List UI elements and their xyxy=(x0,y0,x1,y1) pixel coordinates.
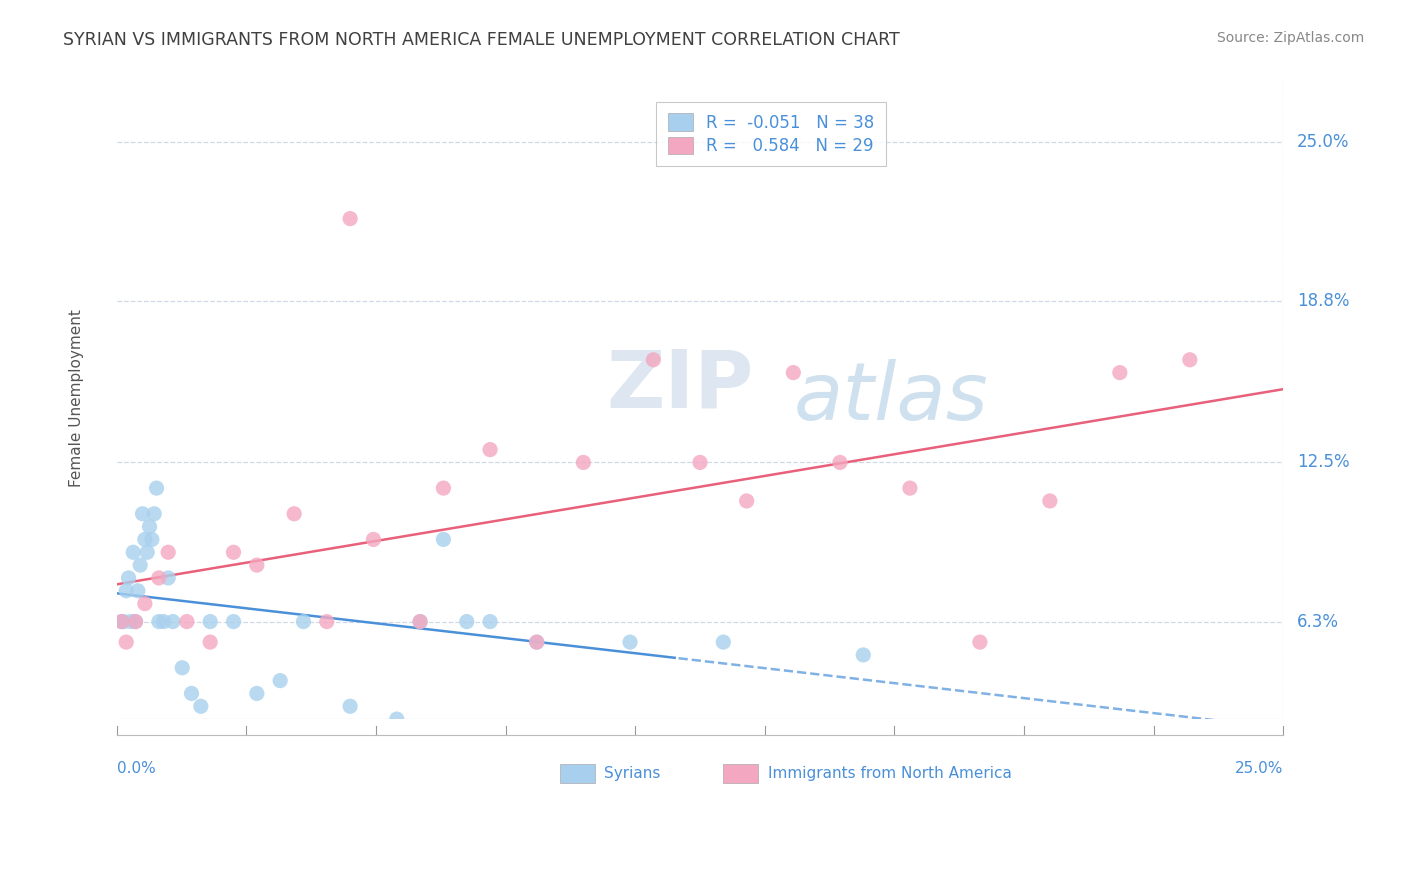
Point xyxy=(138,519,160,533)
Point xyxy=(180,686,202,700)
Point xyxy=(148,571,170,585)
Point xyxy=(246,558,269,573)
Text: atlas: atlas xyxy=(793,359,988,437)
Point xyxy=(115,583,138,598)
Point xyxy=(735,494,758,508)
Text: 18.8%: 18.8% xyxy=(1298,292,1350,310)
Point xyxy=(110,615,132,629)
Point xyxy=(157,571,180,585)
Point xyxy=(157,545,180,559)
Point xyxy=(782,366,804,380)
Point xyxy=(124,615,146,629)
Text: 6.3%: 6.3% xyxy=(1298,613,1339,631)
Point xyxy=(141,533,163,547)
Point xyxy=(246,686,269,700)
Point xyxy=(122,545,145,559)
Point xyxy=(572,455,595,469)
Point xyxy=(1039,494,1062,508)
Point xyxy=(409,615,432,629)
Point xyxy=(339,211,361,226)
Point xyxy=(456,615,478,629)
Point xyxy=(134,533,156,547)
Point xyxy=(110,615,132,629)
Point xyxy=(526,635,548,649)
Point xyxy=(117,571,139,585)
Point xyxy=(152,615,174,629)
Point xyxy=(143,507,166,521)
Point xyxy=(145,481,167,495)
Text: 25.0%: 25.0% xyxy=(1234,761,1284,776)
Point xyxy=(112,615,135,629)
Point xyxy=(134,597,156,611)
Point xyxy=(292,615,315,629)
Point xyxy=(339,699,361,714)
Point xyxy=(131,507,153,521)
Point xyxy=(124,615,146,629)
FancyBboxPatch shape xyxy=(723,764,758,783)
Point xyxy=(129,558,152,573)
Point xyxy=(283,507,305,521)
Point xyxy=(619,635,641,649)
Point xyxy=(190,699,212,714)
Text: 12.5%: 12.5% xyxy=(1298,453,1350,472)
Point xyxy=(432,533,454,547)
Point xyxy=(162,615,184,629)
Point xyxy=(136,545,159,559)
Point xyxy=(222,615,245,629)
Point xyxy=(1178,352,1201,367)
Text: ZIP: ZIP xyxy=(607,346,754,425)
Text: 0.0%: 0.0% xyxy=(117,761,156,776)
Point xyxy=(385,712,408,726)
Text: Female Unemployment: Female Unemployment xyxy=(69,310,83,487)
Point xyxy=(172,661,194,675)
Point xyxy=(689,455,711,469)
Point xyxy=(120,615,142,629)
Point xyxy=(711,635,734,649)
Point xyxy=(852,648,875,662)
Point xyxy=(115,635,138,649)
Text: 25.0%: 25.0% xyxy=(1298,133,1350,151)
Point xyxy=(148,615,170,629)
Text: Immigrants from North America: Immigrants from North America xyxy=(768,766,1011,781)
Point xyxy=(479,615,502,629)
Point xyxy=(643,352,665,367)
Point xyxy=(1108,366,1130,380)
FancyBboxPatch shape xyxy=(560,764,595,783)
Point xyxy=(828,455,851,469)
Point xyxy=(432,481,454,495)
Point xyxy=(479,442,502,457)
Point xyxy=(898,481,921,495)
Point xyxy=(969,635,991,649)
Text: Source: ZipAtlas.com: Source: ZipAtlas.com xyxy=(1216,31,1364,45)
Point xyxy=(176,615,198,629)
Text: SYRIAN VS IMMIGRANTS FROM NORTH AMERICA FEMALE UNEMPLOYMENT CORRELATION CHART: SYRIAN VS IMMIGRANTS FROM NORTH AMERICA … xyxy=(63,31,900,49)
Point xyxy=(198,635,221,649)
Point xyxy=(526,635,548,649)
Point xyxy=(269,673,291,688)
Point xyxy=(222,545,245,559)
Point xyxy=(409,615,432,629)
Point xyxy=(127,583,149,598)
Point xyxy=(198,615,221,629)
Text: Syrians: Syrians xyxy=(605,766,661,781)
Point xyxy=(315,615,337,629)
Point xyxy=(363,533,385,547)
Legend: R =  -0.051   N = 38, R =   0.584   N = 29: R = -0.051 N = 38, R = 0.584 N = 29 xyxy=(655,102,886,167)
